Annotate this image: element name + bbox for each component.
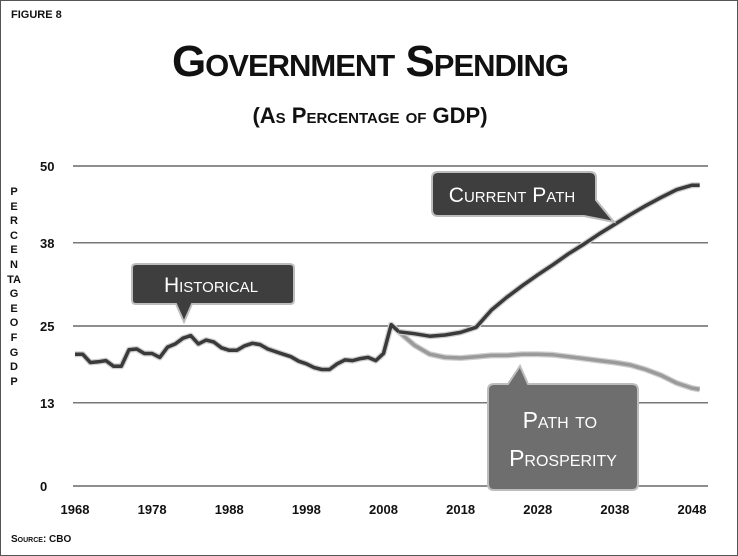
x-tick-label: 2038	[600, 502, 629, 517]
callout-path-to-prosperity: Path to Prosperity	[487, 363, 639, 491]
series-line-historical	[75, 322, 401, 372]
callout-historical: Historical	[131, 263, 295, 325]
y-axis-label: PERCENTAGE OF GDP	[7, 186, 21, 388]
current-path-callout-label: Current Path	[449, 184, 575, 207]
series-shadow-path-to-prosperity	[396, 329, 701, 393]
x-tick-label: 2048	[678, 502, 707, 517]
x-tick-label: 2028	[523, 502, 552, 517]
x-tick-label: 2018	[446, 502, 475, 517]
x-tick-label: 1978	[138, 502, 167, 517]
chart-title: Government Spending	[171, 37, 569, 86]
figure-label: FIGURE 8	[11, 9, 62, 21]
x-tick-label: 1968	[61, 502, 90, 517]
chart-subtitle: (As Percentage of GDP)	[252, 103, 488, 128]
y-tick-label: 50	[40, 159, 54, 174]
callout-current-path: Current Path	[431, 171, 617, 224]
y-tick-label: 13	[40, 396, 54, 411]
series-lines	[75, 182, 701, 393]
x-tick-labels: 1968 1978 1988 1998 2008 2018 2028 2038 2048	[61, 502, 707, 517]
x-tick-label: 1988	[215, 502, 244, 517]
y-tick-label: 38	[40, 236, 54, 251]
y-tick-label: 0	[40, 479, 47, 494]
series-line-path-to-prosperity	[397, 330, 700, 392]
y-tick-labels: 0 13 25 38 50	[40, 159, 54, 494]
x-tick-label: 2008	[369, 502, 398, 517]
y-tick-label: 25	[40, 319, 54, 334]
path-to-prosperity-callout-label: Path to Prosperity	[509, 407, 617, 471]
historical-callout-label: Historical	[164, 274, 258, 297]
x-tick-label: 1998	[292, 502, 321, 517]
series-line-current-path	[398, 183, 700, 338]
source-note: Source: CBO	[11, 534, 72, 545]
